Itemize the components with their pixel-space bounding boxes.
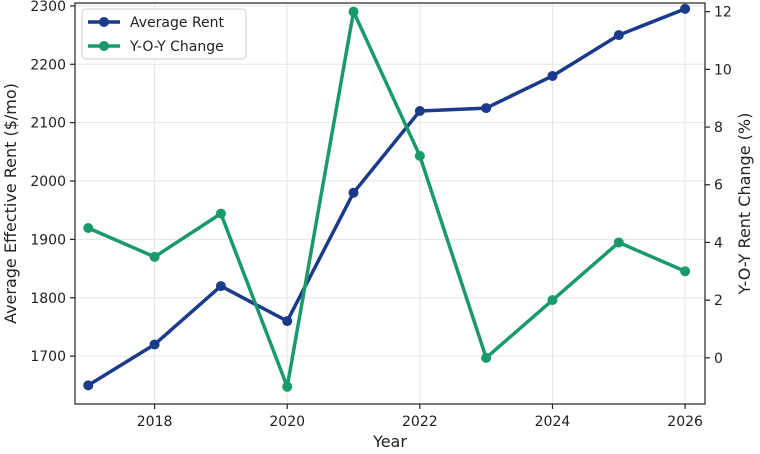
y-o-y-change-point (282, 381, 293, 392)
average-rent-point (149, 339, 160, 350)
y-o-y-change-point (215, 208, 226, 219)
legend-box (81, 8, 247, 60)
x-tick-label: 2020 (269, 414, 305, 430)
average-rent-point (348, 187, 359, 198)
legend: Average Rent Y-O-Y Change (81, 8, 247, 60)
y-tick-label: 2300 (30, 0, 66, 15)
y-o-y-change-point (414, 150, 425, 161)
y-o-y-change-point (83, 223, 94, 234)
y2-tick-label: 4 (714, 235, 723, 251)
average-rent-point (83, 380, 94, 391)
legend-label-average-rent: Average Rent (130, 15, 225, 31)
y-tick-label: 1800 (30, 291, 66, 307)
grid (75, 3, 705, 404)
y-o-y-change-point (547, 295, 558, 306)
y-o-y-change-point (680, 266, 691, 277)
y2-tick-label: 12 (714, 5, 732, 21)
average-rent-line (86, 7, 687, 388)
y2-tick-label: 6 (714, 178, 723, 194)
y-tick-label: 2000 (30, 174, 66, 190)
y-tick-label: 1900 (30, 232, 66, 248)
y2-axis-label: Y-O-Y Rent Change (%) (735, 113, 754, 296)
y-o-y-change-point (613, 237, 624, 248)
y-tick-label: 1700 (30, 349, 66, 365)
average-rent-point (414, 105, 425, 116)
average-rent-point (215, 281, 226, 292)
y-o-y-change-point (348, 6, 359, 17)
y2-tick-label: 10 (714, 62, 732, 78)
axes: 2018 2020 2022 2024 202617001800190020002100… (30, 0, 731, 430)
legend-marker-y-o-y-change (99, 41, 109, 51)
y2-tick-label: 2 (714, 293, 723, 309)
average-rent-point (613, 30, 624, 41)
y2-tick-label: 8 (714, 120, 723, 136)
plot-frame (74, 2, 706, 405)
series-y-o-y-change (83, 6, 691, 392)
average-rent-point (547, 70, 558, 81)
x-tick-label: 2024 (535, 414, 571, 430)
x-tick-label: 2022 (402, 414, 438, 430)
y-o-y-change-line (86, 9, 687, 389)
y-o-y-change-point (149, 251, 160, 262)
x-axis-label: Year (372, 432, 407, 451)
average-rent-point (282, 316, 293, 327)
legend-label-y-o-y-change: Y-O-Y Change (129, 39, 224, 55)
y-tick-label: 2100 (30, 116, 66, 132)
x-tick-label: 2018 (137, 414, 173, 430)
legend-marker-average-rent (99, 17, 109, 27)
series-average-rent (83, 3, 691, 391)
y-tick-label: 2200 (30, 57, 66, 73)
y-axis-label: Average Effective Rent ($/mo) (1, 83, 20, 324)
average-rent-point (680, 3, 691, 14)
average-rent-point (481, 103, 492, 114)
y2-tick-label: 0 (714, 351, 723, 367)
x-tick-label: 2026 (667, 414, 703, 430)
series-layer (83, 3, 691, 392)
y-o-y-change-point (481, 352, 492, 363)
